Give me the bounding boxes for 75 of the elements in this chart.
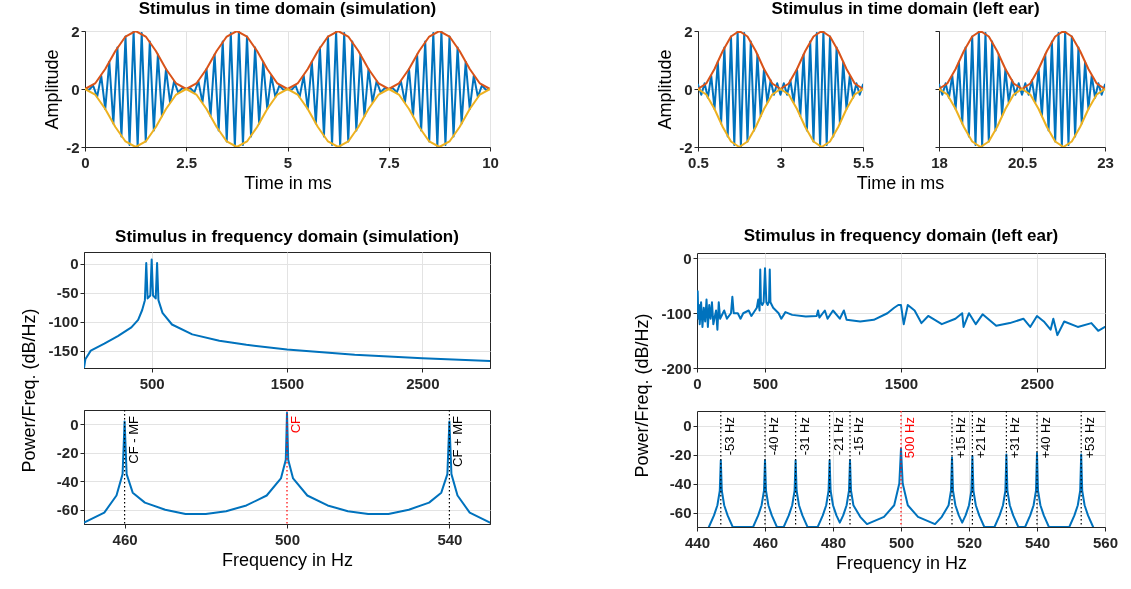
y-tick-label: -2	[66, 138, 80, 156]
x-tick-label: 10	[482, 153, 499, 171]
x-tick-label: 20.5	[1007, 153, 1038, 171]
ref-line-label: CF + MF	[450, 415, 466, 467]
y-tick-label: -2	[679, 138, 693, 156]
x-tick-label: 2500	[406, 374, 440, 392]
x-axis-title: Time in ms	[244, 172, 332, 193]
x-tick-label: 2500	[1020, 374, 1055, 392]
ref-line-label: -31 Hz	[796, 417, 812, 456]
ref-line-label: CF	[288, 415, 303, 434]
chart-title: Stimulus in frequency domain (simulation)	[115, 227, 459, 246]
ref-line-label: +40 Hz	[1038, 417, 1053, 459]
ref-line-label: +21 Hz	[973, 417, 989, 459]
text: Stimulus in time domain (left ear)	[771, 0, 1040, 18]
x-axis-title: Frequency in Hz	[835, 552, 968, 573]
x-tick-label: 5	[283, 153, 293, 171]
x-tick-label: 500	[752, 374, 779, 392]
ref-line-label: -15 Hz	[851, 417, 866, 456]
y-tick-label: -100	[48, 313, 79, 331]
x-tick-label: 7.5	[378, 153, 400, 171]
ref-line-label: -40 Hz	[766, 417, 781, 456]
y-tick-label: -150	[48, 342, 79, 360]
x-axis-title: Time in ms	[856, 172, 945, 193]
y-tick-label: 2	[684, 22, 693, 40]
ref-line-label: CF - MF	[125, 415, 141, 464]
x-axis-title: Frequency in Hz	[221, 549, 354, 570]
x-tick-label: 18	[931, 153, 948, 171]
x-tick-label: 460	[112, 530, 138, 548]
x-tick-label: 3	[776, 153, 786, 171]
chart-title: Stimulus in time domain (simulation)	[138, 0, 437, 18]
y-axis-title: Power/Freq. (dB/Hz)	[631, 313, 652, 478]
x-tick-label: 460	[752, 533, 779, 551]
ref-line-label: +15 Hz	[953, 417, 968, 459]
y-tick-label: 2	[71, 22, 80, 40]
x-tick-label: 500	[274, 530, 301, 548]
x-tick-label: 0.5	[688, 153, 709, 171]
y-tick-label: -60	[56, 501, 79, 519]
x-tick-label: 520	[956, 533, 983, 551]
y-tick-label: -50	[56, 284, 79, 302]
y-tick-label: -40	[669, 475, 692, 492]
y-tick-label: -60	[669, 504, 692, 521]
y-tick-label: -20	[669, 446, 692, 463]
x-tick-label: 2.5	[176, 153, 198, 171]
y-axis-title: Power/Freq. (dB/Hz)	[18, 308, 39, 473]
y-tick-label: 0	[71, 80, 80, 98]
x-tick-label: 540	[437, 530, 463, 548]
y-tick-label: 0	[70, 415, 79, 433]
ref-line-label: +53 Hz	[1082, 417, 1098, 459]
y-tick-label: 0	[683, 417, 692, 434]
y-axis-title: Amplitude	[42, 49, 63, 130]
y-axis-title: Amplitude	[655, 49, 676, 130]
y-tick-label: -200	[661, 359, 692, 377]
ref-line-label: -21 Hz	[830, 417, 846, 456]
chart-title: Stimulus in frequency domain (left ear)	[743, 226, 1059, 246]
ref-line-label: 500 Hz	[902, 417, 917, 459]
y-tick-label: -20	[56, 444, 79, 462]
y-tick-label: 0	[684, 80, 693, 98]
y-tick-label: 0	[683, 249, 692, 267]
x-tick-label: 480	[820, 533, 847, 551]
y-tick-label: -100	[661, 304, 692, 322]
ref-line-label: -53 Hz	[721, 417, 737, 456]
x-tick-label: 440	[684, 533, 711, 551]
x-tick-label: 500	[139, 374, 165, 392]
y-tick-label: -40	[56, 472, 79, 490]
y-tick-label: 0	[70, 255, 79, 273]
x-tick-label: 23	[1097, 153, 1114, 171]
ref-line-label: +31 Hz	[1007, 417, 1023, 459]
x-tick-label: 560	[1092, 533, 1119, 551]
x-tick-label: 500	[888, 533, 915, 551]
x-tick-label: 5.5	[853, 153, 874, 171]
x-tick-label: 1500	[884, 374, 919, 392]
line-series	[84, 411, 490, 524]
x-tick-label: 540	[1024, 533, 1051, 551]
x-tick-label: 1500	[270, 374, 305, 392]
line-series	[697, 267, 1105, 337]
